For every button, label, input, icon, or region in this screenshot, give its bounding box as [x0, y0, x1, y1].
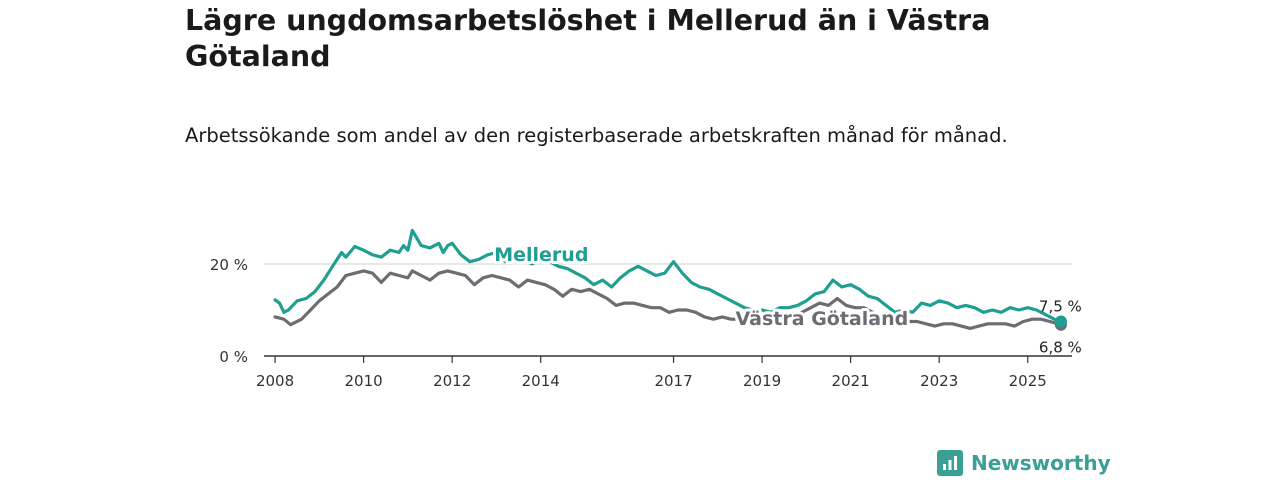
series-label-mellerud-halo: Mellerud — [494, 244, 588, 266]
brand-name: Newsworthy — [971, 451, 1111, 475]
x-tick-label: 2012 — [433, 372, 471, 390]
x-tick-label: 2023 — [920, 372, 958, 390]
brand-logo: Newsworthy — [937, 448, 1111, 478]
end-point-mellerud — [1054, 315, 1067, 328]
x-tick-label: 2021 — [832, 372, 870, 390]
series-label-vastra-gotaland-halo: Västra Götaland — [736, 308, 909, 330]
x-tick-label: 2014 — [522, 372, 560, 390]
x-tick-label: 2019 — [743, 372, 781, 390]
chart-subtitle: Arbetssökande som andel av den registerb… — [185, 124, 1008, 147]
series-line-vastra-gotaland — [273, 269, 1063, 330]
end-value-vastra-gotaland: 6,8 % — [1039, 339, 1082, 357]
end-value-mellerud: 7,5 % — [1039, 298, 1082, 316]
y-tick-label: 0 % — [219, 348, 248, 366]
chart-title: Lägre ungdomsarbetslöshet i Mellerud än … — [185, 4, 991, 73]
series-label-vastra-gotaland: Västra Götaland — [736, 308, 909, 330]
x-tick-label: 2025 — [1009, 372, 1047, 390]
x-axis: 2008 2010 2012 2014 2017 2019 2021 2023 2025 — [256, 355, 1072, 390]
y-tick-label: 20 % — [210, 256, 248, 274]
series-lines — [273, 228, 1067, 331]
series-line-mellerud — [273, 228, 1063, 324]
x-tick-label: 2017 — [654, 372, 692, 390]
x-tick-label: 2010 — [345, 372, 383, 390]
series-label-mellerud: Mellerud — [494, 244, 588, 266]
newsworthy-icon — [937, 450, 963, 476]
x-tick-label: 2008 — [256, 372, 294, 390]
y-axis-ticks: 0 % 20 % — [210, 256, 248, 366]
